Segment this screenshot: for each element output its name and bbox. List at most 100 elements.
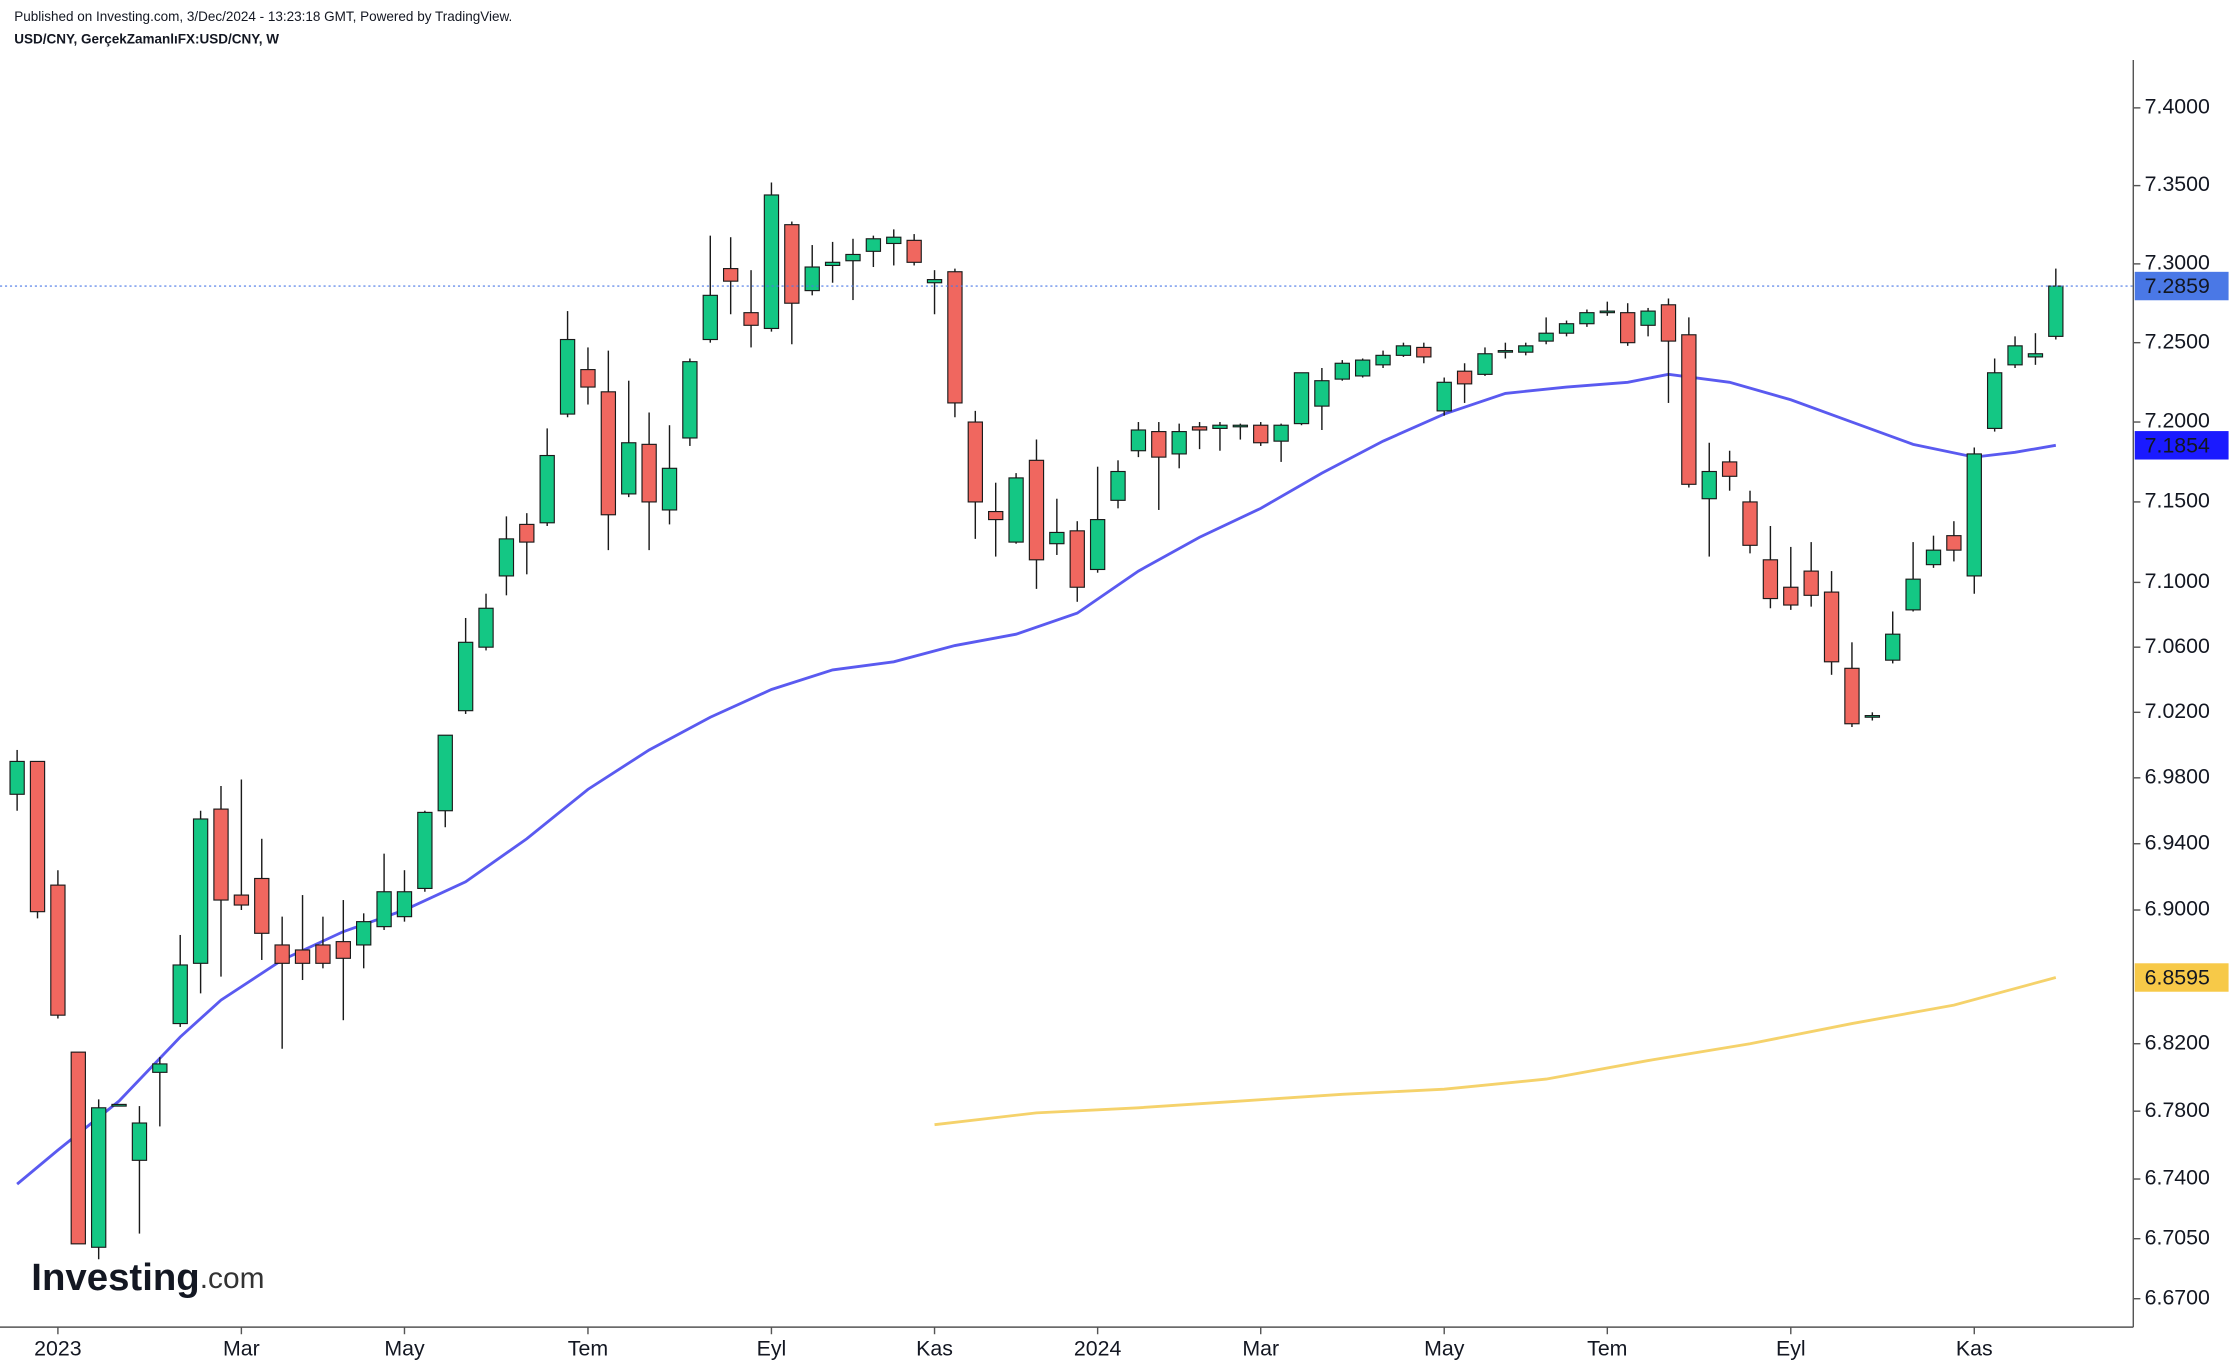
x-tick-label: Kas	[916, 1337, 953, 1361]
candle-body	[784, 224, 800, 304]
candle-body	[1028, 459, 1045, 561]
candle-body	[70, 1051, 86, 1245]
candle-body	[356, 921, 372, 946]
y-tick-label: 6.7400	[2145, 1166, 2210, 1190]
candle-body	[152, 1063, 168, 1073]
price-label-box	[2134, 431, 2229, 460]
candle-body	[702, 294, 718, 341]
candle-body	[743, 312, 759, 326]
y-tick-label: 6.6700	[2145, 1285, 2210, 1309]
candle-body	[926, 279, 943, 284]
candle-body	[824, 261, 841, 267]
candle-body	[29, 760, 46, 913]
candle-body	[1049, 531, 1065, 545]
candle-body	[1966, 453, 1982, 577]
x-tick-label: Eyl	[1776, 1337, 1806, 1361]
candle-body	[315, 944, 331, 964]
x-tick-label: Kas	[1956, 1337, 1993, 1361]
candle-body	[1395, 345, 1412, 356]
price-label: 6.8595	[2145, 966, 2210, 990]
candle-body	[498, 538, 515, 577]
x-tick-label: Eyl	[757, 1337, 787, 1361]
candle-body	[213, 808, 229, 901]
candle-body	[1232, 424, 1249, 428]
candle-body	[804, 266, 820, 292]
candle-body	[1069, 530, 1085, 588]
candle-body	[580, 369, 596, 388]
candle-body	[1558, 323, 1575, 334]
plot-area	[0, 182, 2134, 1260]
price-label: 7.1854	[2145, 433, 2210, 457]
candle-body	[1436, 381, 1452, 412]
price-label-box	[2134, 963, 2229, 992]
candle-body	[1293, 372, 1310, 425]
candle-body	[90, 1107, 107, 1248]
candle-body	[1885, 633, 1901, 661]
y-tick-label: 6.8200	[2145, 1030, 2210, 1054]
candle-body	[1599, 310, 1615, 314]
candle-body	[335, 941, 351, 959]
candle-body	[437, 734, 453, 812]
candle-body	[131, 1122, 148, 1161]
candle-body	[1742, 501, 1758, 546]
candle-body	[845, 253, 861, 262]
y-tick-label: 7.0600	[2145, 634, 2210, 658]
candle-body	[886, 236, 902, 245]
candle-body	[1171, 431, 1187, 455]
candle-body	[478, 607, 494, 648]
candle-body	[172, 964, 188, 1025]
candle-body	[1416, 346, 1432, 358]
candle-body	[1681, 334, 1697, 485]
candle-body	[967, 421, 983, 503]
candle-body	[1844, 667, 1860, 725]
candle-body	[1130, 429, 1147, 452]
candle-body	[539, 454, 555, 524]
y-tick-label: 7.3500	[2145, 172, 2210, 196]
logo-name: Investing	[31, 1256, 199, 1299]
candle-body	[2048, 285, 2064, 337]
candle-body	[1191, 426, 1208, 431]
moving-average-line	[16, 372, 2057, 1186]
price-label-box	[2134, 271, 2229, 301]
x-tick-label: 2023	[34, 1337, 81, 1361]
y-tick-label: 6.9800	[2145, 764, 2210, 788]
candle-body	[1864, 715, 1881, 718]
candle-body	[559, 338, 576, 415]
y-tick-label: 7.3000	[2145, 251, 2210, 275]
candle-body	[2007, 345, 2023, 366]
candle-body	[621, 442, 637, 495]
candle-body	[906, 239, 922, 263]
symbol-title: USD/CNY, GerçekZamanlıFX:USD/CNY, W	[14, 32, 279, 47]
y-tick-label: 7.2000	[2145, 409, 2210, 433]
candle-body	[1089, 519, 1106, 571]
candle-body	[1314, 380, 1330, 407]
y-tick-label: 6.7800	[2145, 1098, 2210, 1122]
candle-body	[988, 510, 1004, 521]
candle-body	[233, 894, 250, 906]
price-label: 7.2859	[2145, 274, 2210, 298]
candle-body	[1375, 354, 1391, 366]
y-tick-label: 7.4000	[2145, 95, 2210, 119]
candle-body	[1354, 359, 1371, 377]
candle-body	[1620, 312, 1636, 344]
candle-body	[192, 818, 209, 964]
candle-body	[294, 949, 311, 964]
candle-body	[1640, 310, 1656, 326]
candle-body	[1905, 578, 1921, 611]
candle-body	[111, 1103, 127, 1107]
candle-body	[641, 443, 657, 503]
candle-body	[1212, 424, 1228, 429]
y-tick-label: 7.0200	[2145, 699, 2210, 723]
candle-body	[1946, 535, 1962, 551]
logo-suffix: .com	[200, 1262, 265, 1295]
y-tick-label: 6.7050	[2145, 1225, 2210, 1249]
candle-body	[682, 361, 698, 439]
candle-body	[9, 760, 25, 795]
candle-body	[1518, 345, 1534, 353]
x-tick-label: Mar	[1242, 1337, 1279, 1361]
candle-body	[457, 641, 474, 712]
candle-body	[661, 467, 678, 511]
x-tick-label: May	[1424, 1337, 1465, 1361]
moving-average-line	[934, 976, 2057, 1127]
